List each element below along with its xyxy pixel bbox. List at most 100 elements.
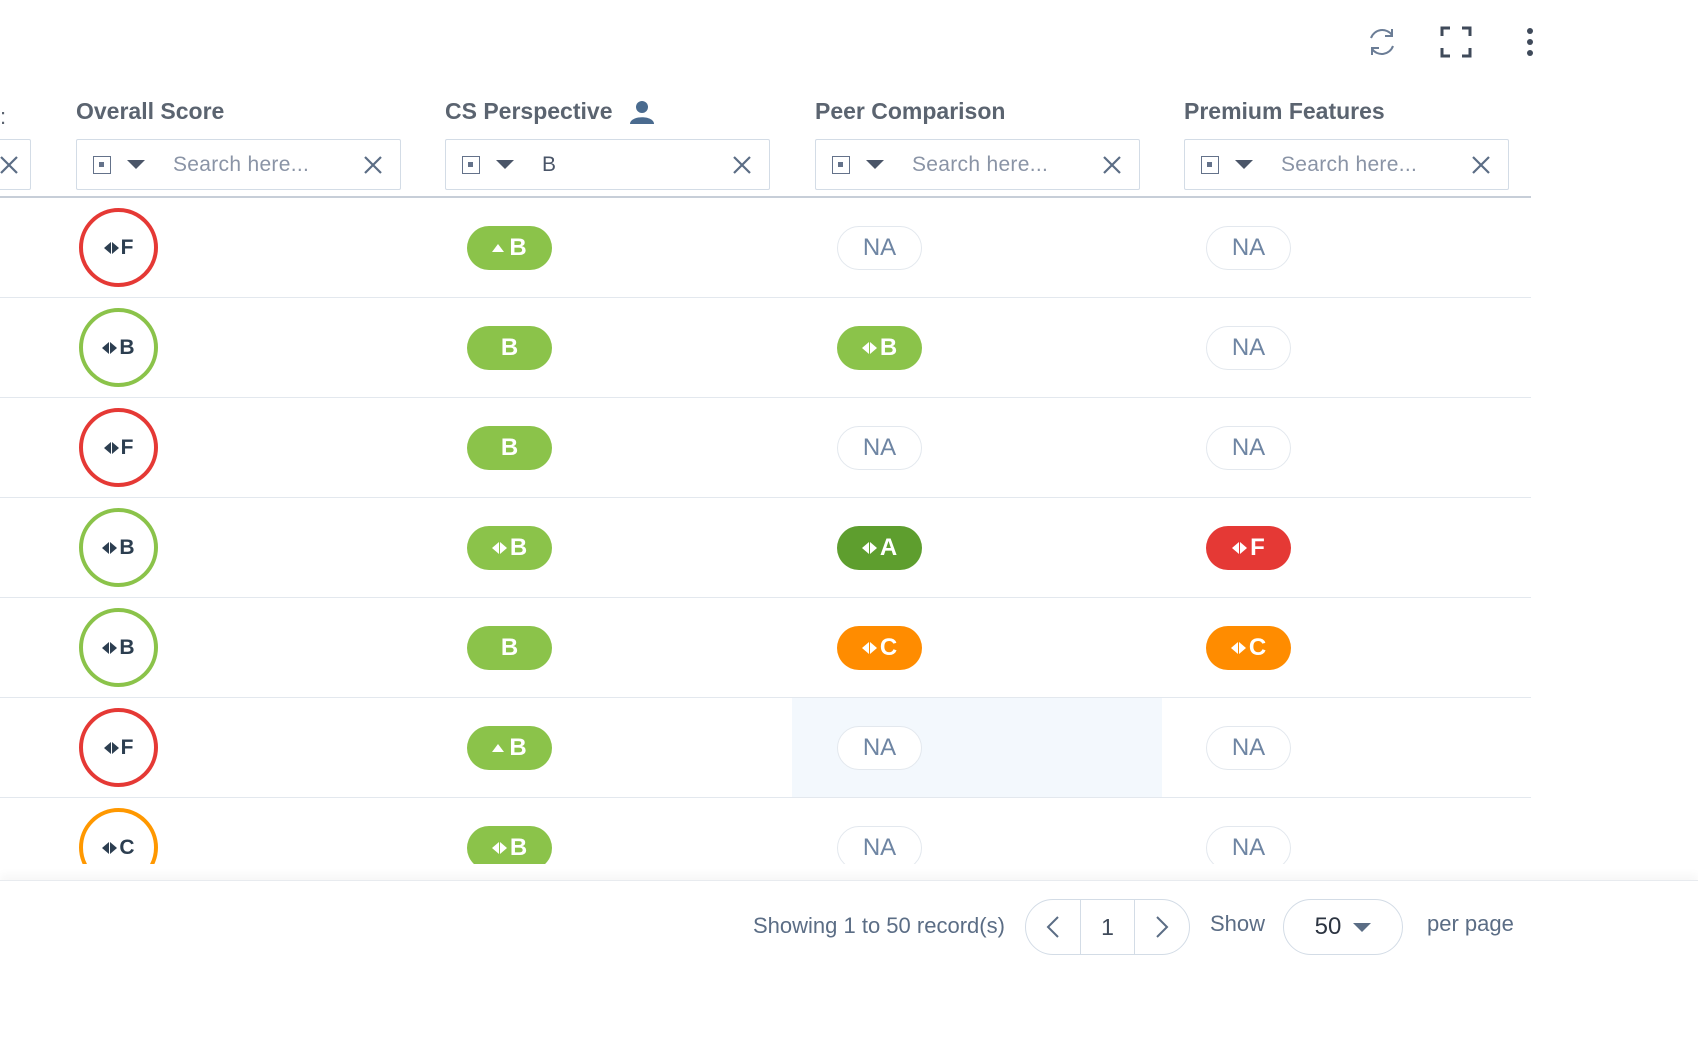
peer-comparison-badge[interactable]: C [837, 626, 922, 670]
column-title: CS Perspective [445, 98, 613, 124]
filter-operator-dropdown[interactable] [93, 155, 173, 174]
filter-search-input[interactable] [542, 152, 722, 177]
fullscreen-button[interactable] [1436, 22, 1476, 62]
trend-up-icon [492, 744, 506, 752]
filter-operator-dropdown[interactable] [832, 155, 912, 174]
person-icon [630, 100, 655, 124]
pagination: 1 [1025, 899, 1190, 955]
current-page[interactable]: 1 [1080, 900, 1135, 954]
grade-label: B [500, 334, 519, 361]
grid-toolbar [1362, 22, 1550, 62]
next-page-button[interactable] [1135, 900, 1189, 954]
peer-comparison-badge[interactable]: NA [837, 426, 922, 470]
previous-page-button[interactable] [1026, 900, 1080, 954]
premium-features-badge[interactable]: NA [1206, 426, 1291, 470]
column-header-premium-features[interactable]: Premium Features [1184, 98, 1385, 125]
overall-score-badge[interactable]: F [79, 408, 158, 487]
cs-perspective-badge[interactable]: B [467, 226, 552, 270]
overall-score-badge[interactable]: F [79, 208, 158, 287]
grid-body: F B NA NA B B B NA F B NA NA B B A F B B C C F B NA NA C B NA NA [0, 198, 1531, 864]
grade-label: NA [1231, 434, 1266, 461]
trend-flat-icon [1230, 642, 1246, 654]
cs-perspective-badge[interactable]: B [467, 826, 552, 864]
trend-flat-icon [103, 441, 119, 454]
chevron-right-icon [1156, 916, 1169, 938]
grade-label: C [119, 835, 135, 859]
column-header-peer-comparison[interactable]: Peer Comparison [815, 98, 1005, 125]
trend-flat-icon [861, 342, 877, 354]
table-row[interactable]: F B NA NA [0, 698, 1531, 798]
premium-features-badge[interactable]: C [1206, 626, 1291, 670]
partial-column-header: : [0, 104, 7, 129]
filter-operator-icon [1201, 155, 1219, 174]
peer-comparison-badge[interactable]: A [837, 526, 922, 570]
column-title: Premium Features [1184, 98, 1385, 124]
grade-label: F [1250, 534, 1265, 561]
cs-perspective-badge[interactable]: B [467, 626, 552, 670]
close-icon[interactable] [1470, 154, 1492, 176]
chevron-left-icon [1046, 916, 1059, 938]
grade-label: NA [862, 434, 897, 461]
overall-score-badge[interactable]: F [79, 708, 158, 787]
more-options-button[interactable] [1510, 22, 1550, 62]
filter-operator-icon [462, 155, 480, 174]
trend-flat-icon [103, 241, 119, 254]
chevron-down-icon [866, 160, 884, 169]
close-icon[interactable] [362, 154, 384, 176]
peer-comparison-badge[interactable]: NA [837, 726, 922, 770]
header-divider [0, 196, 1531, 198]
premium-features-badge[interactable]: NA [1206, 726, 1291, 770]
cs-perspective-badge[interactable]: B [467, 726, 552, 770]
overall-score-badge[interactable]: C [79, 808, 158, 864]
premium-features-badge[interactable]: NA [1206, 326, 1291, 370]
chevron-down-icon [1235, 160, 1253, 169]
cs-perspective-badge[interactable]: B [467, 426, 552, 470]
column-header-cs-perspective[interactable]: CS Perspective [445, 98, 655, 125]
overall-score-badge[interactable]: B [79, 608, 158, 687]
close-icon[interactable] [0, 154, 20, 176]
grade-label: F [120, 435, 134, 459]
premium-features-badge[interactable]: F [1206, 526, 1291, 570]
record-count-text: Showing 1 to 50 record(s) [753, 913, 1005, 938]
filter-operator-dropdown[interactable] [462, 155, 542, 174]
overall-score-badge[interactable]: B [79, 508, 158, 587]
cs-perspective-badge[interactable]: B [467, 526, 552, 570]
column-header-overall-score[interactable]: Overall Score [76, 98, 224, 125]
filter-search-input[interactable] [912, 152, 1092, 177]
peer-comparison-badge[interactable]: NA [837, 826, 922, 864]
refresh-icon [1370, 29, 1394, 55]
overall-score-badge[interactable]: B [79, 308, 158, 387]
filter-search-input[interactable] [1281, 152, 1461, 177]
grade-label: NA [1231, 334, 1266, 361]
filter-operator-dropdown[interactable] [1201, 155, 1281, 174]
cs-perspective-badge[interactable]: B [467, 326, 552, 370]
grade-label: C [879, 634, 898, 661]
trend-flat-icon [103, 741, 119, 754]
premium-features-badge[interactable]: NA [1206, 826, 1291, 864]
filter-cs-perspective [445, 139, 770, 190]
table-row[interactable]: F B NA NA [0, 398, 1531, 498]
trend-flat-icon [491, 842, 507, 854]
per-page-select[interactable]: 50 [1283, 899, 1403, 955]
more-vertical-icon [1527, 28, 1533, 56]
close-icon[interactable] [1101, 154, 1123, 176]
table-row[interactable]: C B NA NA [0, 798, 1531, 864]
peer-comparison-badge[interactable]: NA [837, 226, 922, 270]
grade-label: B [879, 334, 898, 361]
table-row[interactable]: F B NA NA [0, 198, 1531, 298]
filter-operator-icon [832, 155, 850, 174]
grade-label: F [120, 735, 134, 759]
premium-features-badge[interactable]: NA [1206, 226, 1291, 270]
partial-column-filter[interactable] [0, 139, 31, 190]
refresh-button[interactable] [1362, 22, 1402, 62]
per-page-label: per page [1427, 911, 1514, 936]
grade-label: B [509, 734, 527, 761]
filter-premium-features [1184, 139, 1509, 190]
chevron-down-icon [1353, 922, 1372, 932]
peer-comparison-badge[interactable]: B [837, 326, 922, 370]
filter-search-input[interactable] [173, 152, 353, 177]
table-row[interactable]: B B B NA [0, 298, 1531, 398]
close-icon[interactable] [731, 154, 753, 176]
